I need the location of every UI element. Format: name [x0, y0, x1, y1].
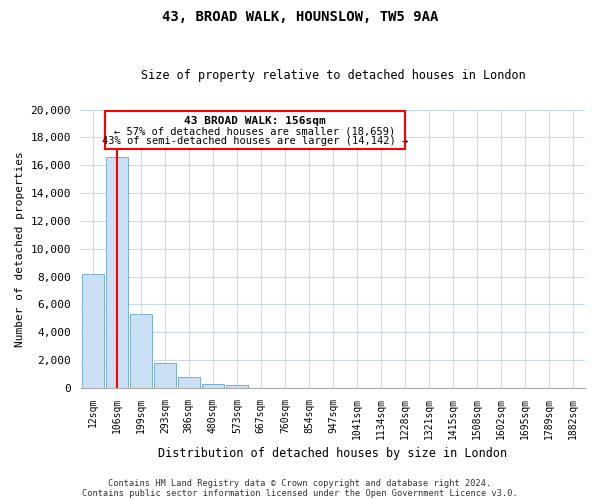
Title: Size of property relative to detached houses in London: Size of property relative to detached ho… [140, 69, 525, 82]
Bar [226, 385, 248, 388]
Text: 43% of semi-detached houses are larger (14,142) →: 43% of semi-detached houses are larger (… [102, 136, 408, 146]
X-axis label: Distribution of detached houses by size in London: Distribution of detached houses by size … [158, 447, 508, 460]
Text: Contains HM Land Registry data © Crown copyright and database right 2024.: Contains HM Land Registry data © Crown c… [109, 478, 491, 488]
Bar [154, 363, 176, 388]
Text: 43, BROAD WALK, HOUNSLOW, TW5 9AA: 43, BROAD WALK, HOUNSLOW, TW5 9AA [162, 10, 438, 24]
Y-axis label: Number of detached properties: Number of detached properties [15, 151, 25, 346]
Bar [202, 384, 224, 388]
Bar [130, 314, 152, 388]
Bar [106, 157, 128, 388]
Bar [82, 274, 104, 388]
FancyBboxPatch shape [105, 111, 405, 148]
Text: 43 BROAD WALK: 156sqm: 43 BROAD WALK: 156sqm [184, 116, 326, 126]
Bar [178, 378, 200, 388]
Text: Contains public sector information licensed under the Open Government Licence v3: Contains public sector information licen… [82, 488, 518, 498]
Text: ← 57% of detached houses are smaller (18,659): ← 57% of detached houses are smaller (18… [114, 126, 395, 136]
